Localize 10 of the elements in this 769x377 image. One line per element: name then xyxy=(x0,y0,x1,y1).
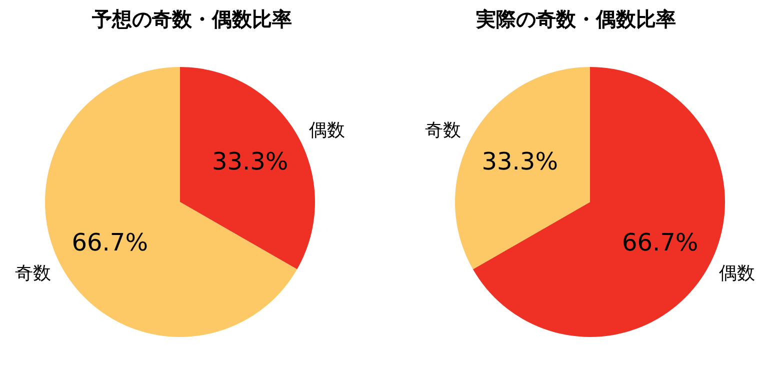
data-label: 66.7% xyxy=(72,228,148,257)
chart-title: 予想の奇数・偶数比率 xyxy=(91,7,292,31)
slice-label: 奇数 xyxy=(425,120,462,141)
data-label: 33.3% xyxy=(482,147,558,176)
data-label: 66.7% xyxy=(622,228,698,257)
chart-title: 実際の奇数・偶数比率 xyxy=(475,7,676,31)
data-label: 33.3% xyxy=(212,147,288,176)
slice-label: 偶数 xyxy=(308,120,345,141)
slice-label: 奇数 xyxy=(15,263,52,284)
slice-label: 偶数 xyxy=(718,263,755,284)
